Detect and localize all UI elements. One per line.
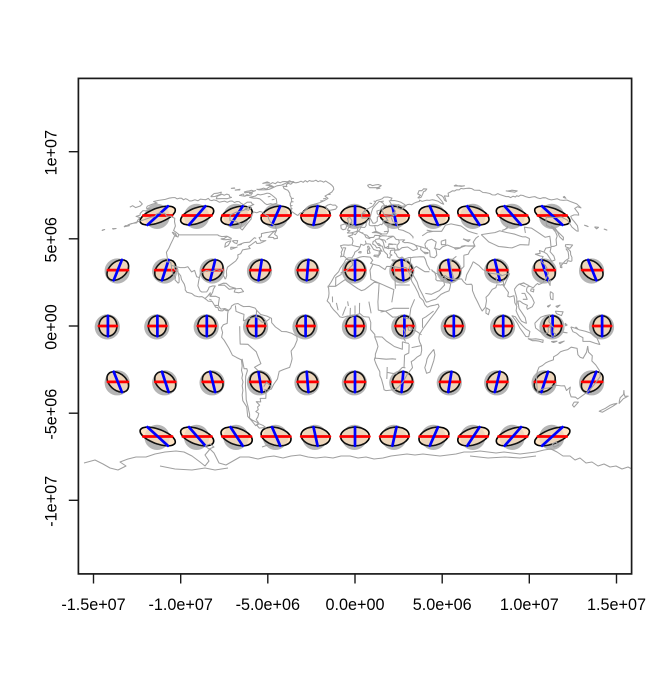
svg-text:0e+00: 0e+00 (43, 304, 61, 349)
svg-text:-1.0e+07: -1.0e+07 (149, 596, 213, 614)
svg-text:1.5e+07: 1.5e+07 (587, 596, 646, 614)
svg-text:5.0e+06: 5.0e+06 (413, 596, 472, 614)
svg-text:-5.0e+06: -5.0e+06 (236, 596, 300, 614)
svg-text:5e+06: 5e+06 (43, 217, 61, 262)
svg-text:-1.5e+07: -1.5e+07 (61, 596, 125, 614)
svg-text:-5e+06: -5e+06 (43, 389, 61, 440)
svg-text:1.0e+07: 1.0e+07 (500, 596, 559, 614)
svg-text:0.0e+00: 0.0e+00 (326, 596, 385, 614)
svg-text:1e+07: 1e+07 (43, 130, 61, 175)
svg-text:-1e+07: -1e+07 (43, 476, 61, 527)
